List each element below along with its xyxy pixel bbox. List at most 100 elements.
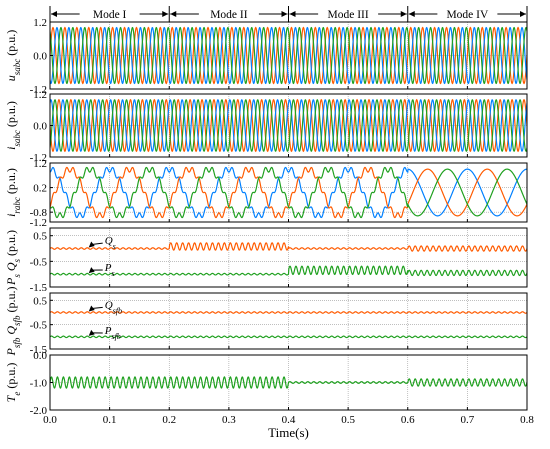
series-group [50, 242, 527, 277]
series-group [50, 98, 527, 153]
mode-header: Mode I Mode II Mode III Mode IV [49, 6, 528, 22]
y-tick-label: -2.0 [30, 405, 48, 417]
y-tick-label: 0.2 [33, 183, 47, 195]
y-axis-label-part: sfb [12, 315, 22, 326]
y-axis-label: isabc (p.u.) [4, 101, 22, 150]
annotation-sub: s [111, 269, 114, 278]
series-group [50, 26, 527, 85]
annotation-arrow-head [88, 241, 95, 248]
y-axis-label-part: s [12, 274, 22, 278]
y-axis-label-unit: (p.u.) [4, 168, 18, 197]
y-tick-label: 0.5 [33, 295, 47, 307]
y-tick-label: -0.8 [30, 207, 48, 219]
y-axis-label-sub: sabc [12, 130, 22, 147]
y-axis-label-main: u [4, 75, 18, 81]
series-line-phase-0 [50, 26, 527, 85]
y-tick-label: 1.2 [33, 158, 47, 170]
y-axis-label: irabc (p.u.) [4, 168, 22, 217]
series-line-phase-2 [50, 166, 527, 219]
y-axis-label-sub: rabc [12, 197, 22, 214]
y-axis-label-part: e [12, 392, 22, 396]
y-tick-label: -0.5 [30, 256, 48, 268]
y-axis-label-part: Q [4, 326, 18, 338]
mode-arrow-head-left [51, 11, 57, 17]
y-tick-label: 0.0 [33, 51, 47, 63]
y-axis-label-main: i [4, 214, 18, 217]
mode-arrow-head-left [170, 11, 177, 17]
mode-arrow-head-left [408, 11, 415, 17]
series-line-phase-1 [50, 99, 527, 152]
x-tick-label: 0.5 [341, 414, 355, 426]
x-tick-label: 0.2 [162, 414, 176, 426]
y-tick-label: 0.5 [33, 231, 47, 243]
y-tick-label: -1.5 [30, 282, 48, 294]
x-tick-label: 0.6 [401, 414, 415, 426]
annotation-sub: s [113, 242, 116, 251]
y-axis-label: Ps Qs (p.u.) [4, 230, 22, 286]
y-tick-label: 1.2 [33, 17, 47, 29]
x-tick-label: 0.0 [43, 414, 57, 426]
panel-te: 0.0-1.0-2.00.0 0.1 0.2 0.3 0.4 0.5 0.6 0.7 0.8Te… [4, 350, 534, 426]
y-axis-label: Psfb Qsfb (p.u.) [4, 286, 22, 356]
y-axis-label-part: s [12, 258, 22, 262]
x-tick-label: 0.7 [461, 414, 475, 426]
y-axis-label-part: sfb [12, 337, 22, 348]
panel-u_sabc: 1.2 0.0 -1.2 usabc (p.u.) [4, 17, 528, 96]
series-line-Qs [50, 242, 527, 252]
y-tick-label: -1.0 [30, 378, 48, 390]
y-axis-label: usabc (p.u.) [4, 30, 22, 82]
panel-i_rabc: 1.2 0.2 -0.8-1.2 irabc (p.u.) [4, 158, 528, 229]
annotation-arrow [91, 306, 103, 309]
annotation-arrow-head [88, 305, 95, 312]
y-axis-label-sub: sabc [12, 59, 22, 76]
y-axis-label-main: i [4, 147, 18, 150]
annotation-label: Qs [105, 235, 116, 251]
series-line-Ps [50, 265, 527, 277]
annotation-label: Psfb [104, 325, 121, 341]
mode-arrow-head-left [289, 11, 296, 17]
mode-arrow-head-right [162, 11, 169, 17]
annotation-sub: sfb [113, 306, 122, 315]
mode-label: Mode I [93, 9, 127, 21]
annotation-arrow-head [88, 329, 95, 336]
series-group [50, 311, 527, 339]
series-line-Psfb [50, 335, 527, 339]
y-tick-label: -1.5 [30, 344, 48, 356]
y-tick-label: 1.2 [33, 89, 47, 101]
mode-label: Mode IV [446, 9, 489, 21]
y-axis-label-part: (p.u.) [4, 286, 18, 315]
series-line-phase-2 [50, 99, 527, 152]
mode-label: Mode III [328, 9, 369, 21]
y-tick-label: -1.2 [30, 152, 47, 164]
y-axis-label: Te (p.u.) [4, 363, 22, 403]
series-line-phase-1 [50, 166, 527, 219]
annotation-arrow-head [88, 267, 95, 274]
annotation-label: Ps [104, 262, 115, 278]
annotation-sub: sfb [111, 331, 120, 340]
y-axis-label-part: P [4, 277, 18, 286]
y-axis-label-part: T [4, 394, 18, 402]
series-line-phase-2 [50, 26, 527, 85]
y-tick-label: -1.2 [30, 84, 47, 96]
annotation-main: P [104, 325, 112, 337]
series-group [50, 166, 527, 219]
x-tick-label: 0.3 [222, 414, 236, 426]
annotation-label: Qsfb [105, 299, 122, 315]
mode-arrow-head-right [400, 11, 407, 17]
mode-arrow-head-right [281, 11, 288, 17]
series-line-phase-1 [50, 26, 527, 85]
series-line-Te [50, 376, 527, 389]
y-tick-label: -1.2 [30, 217, 47, 229]
y-axis-label-part: Q [4, 262, 18, 274]
series-line-phase-0 [50, 98, 527, 153]
annotation-main: Q [105, 299, 113, 311]
y-tick-label: -0.5 [30, 320, 48, 332]
series-line-Qsfb [50, 311, 527, 314]
x-tick-label: 0.8 [520, 414, 534, 426]
panel-i_sabc: 1.2 0.0 -1.2 isabc (p.u.) [4, 89, 528, 164]
y-axis-label-part: (p.u.) [4, 363, 18, 392]
y-axis-label-part: P [4, 348, 18, 357]
y-tick-label: 0.0 [33, 350, 47, 362]
